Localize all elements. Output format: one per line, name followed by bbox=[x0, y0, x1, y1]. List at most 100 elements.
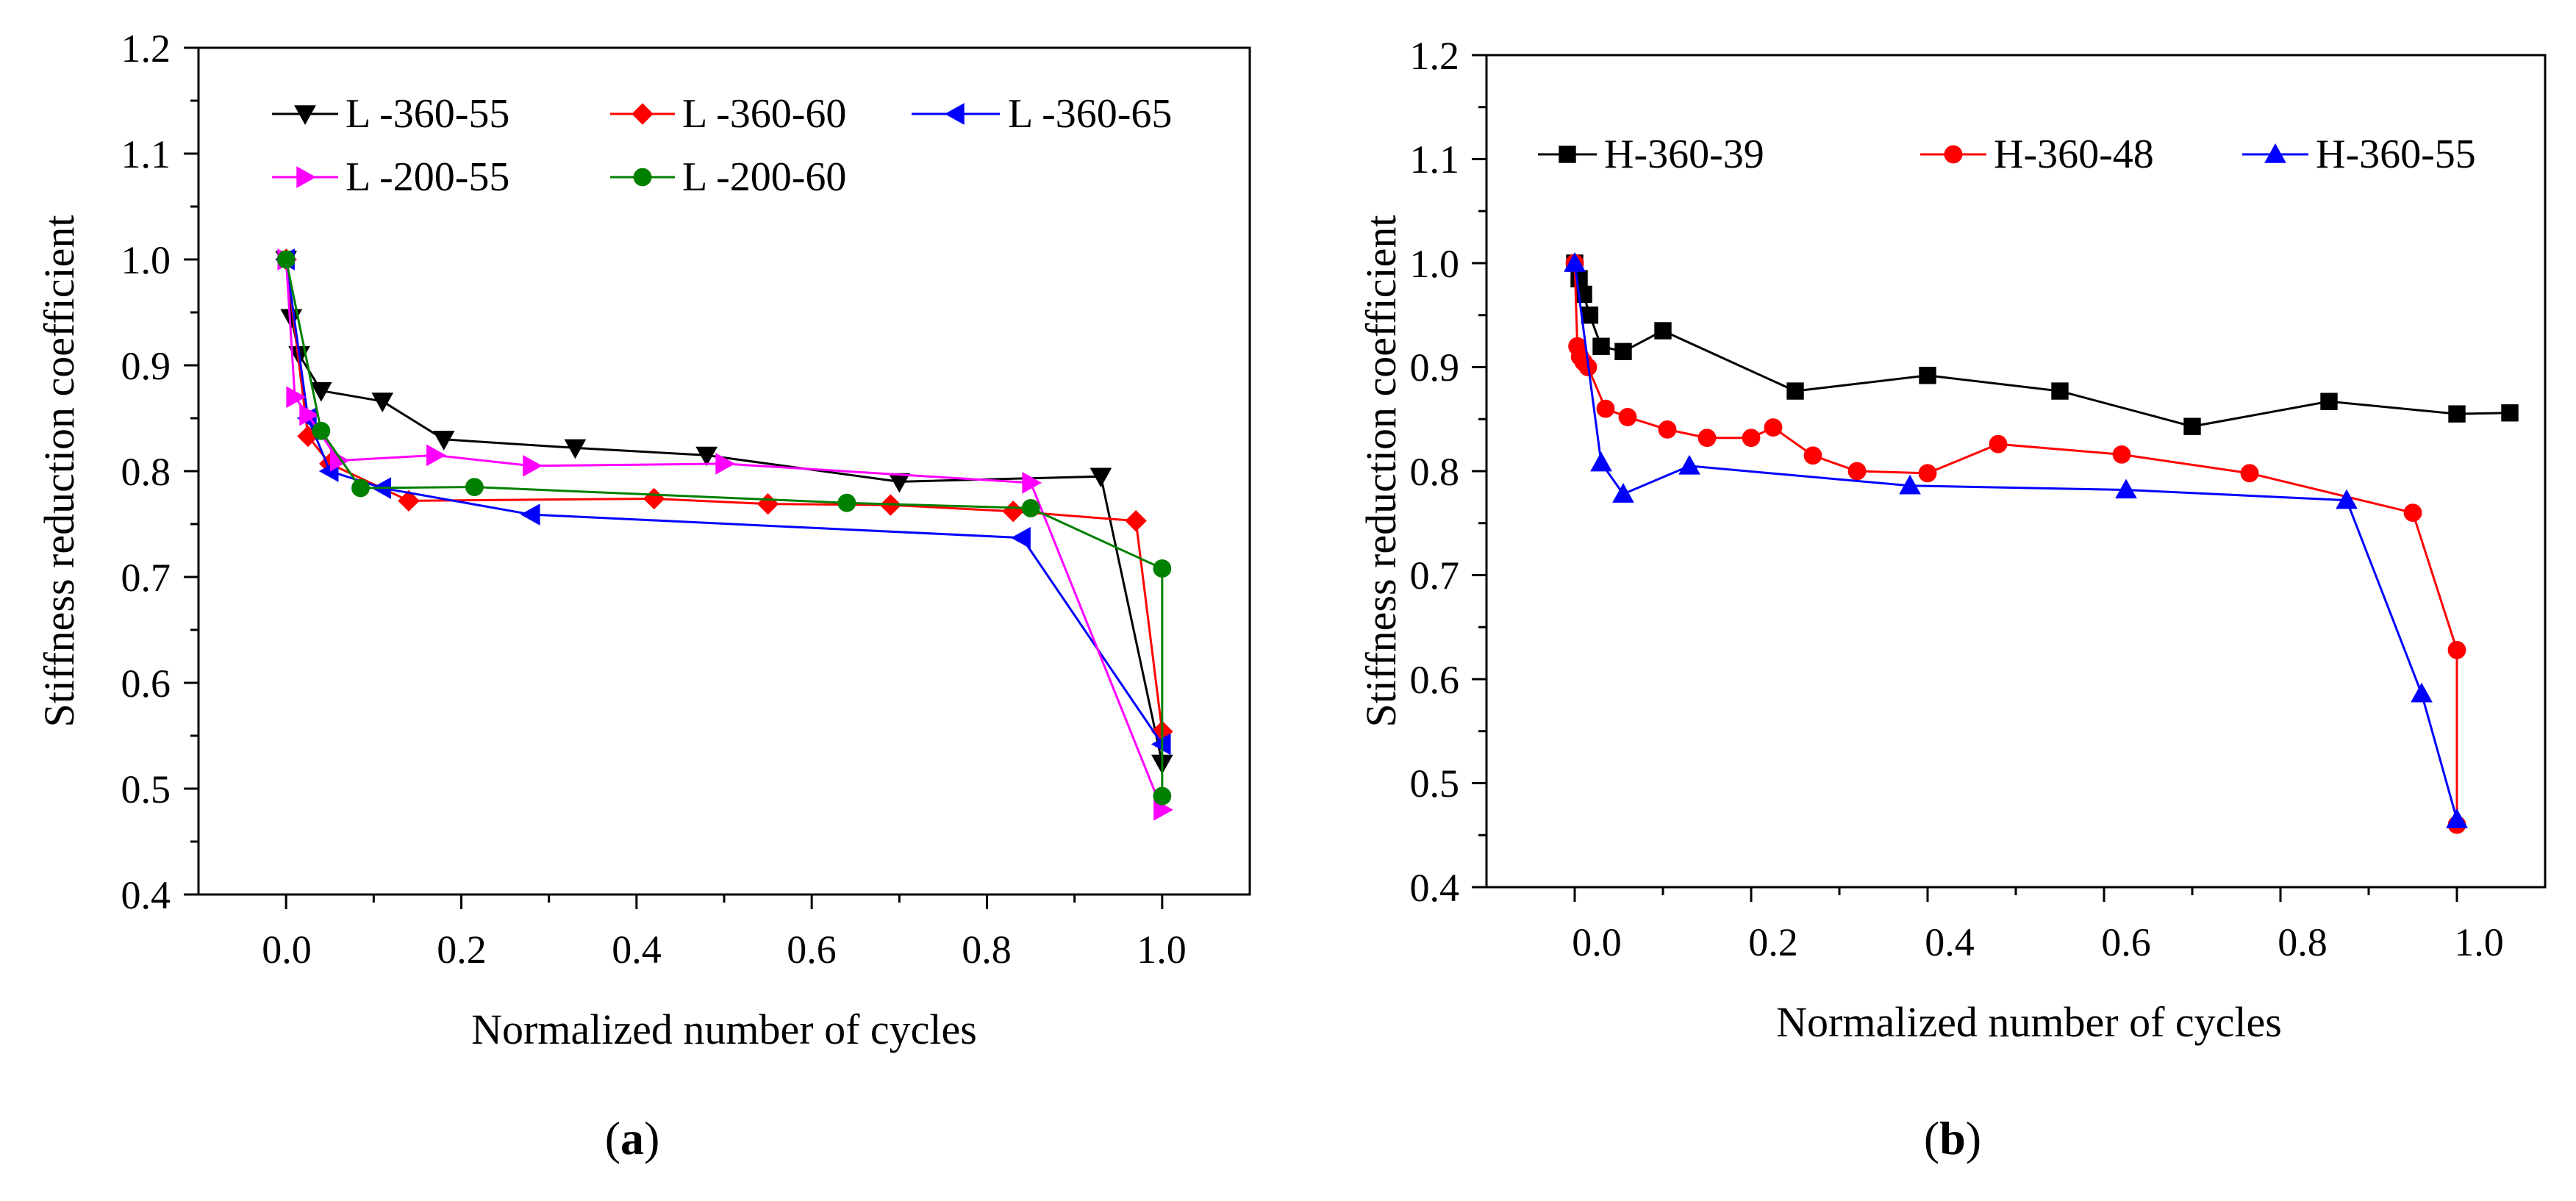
legend-label: L -360-65 bbox=[1008, 91, 1172, 137]
data-point bbox=[1021, 499, 1040, 517]
x-tick-label: 0.4 bbox=[1925, 920, 1975, 964]
series-L-360-60 bbox=[275, 248, 1173, 742]
legend-item-L-360-60 bbox=[610, 103, 675, 125]
data-point bbox=[2448, 405, 2466, 423]
y-tick-labels-a: 0.4 0.5 0.6 0.7 0.8 0.9 1.0 1.1 1.2 bbox=[121, 26, 171, 917]
data-point bbox=[756, 492, 779, 515]
series-a bbox=[275, 248, 1173, 821]
ticks-b bbox=[1472, 54, 2458, 902]
ticks-a bbox=[184, 46, 1164, 909]
data-point bbox=[1742, 429, 1761, 448]
legend-item-L-360-55 bbox=[272, 105, 338, 126]
data-point bbox=[643, 487, 665, 510]
data-point bbox=[2115, 478, 2137, 499]
x-tick-label: 0.0 bbox=[1572, 920, 1622, 964]
x-axis-title-a: Normalized number of cycles bbox=[471, 1005, 977, 1053]
data-point bbox=[1899, 474, 1921, 495]
series-line bbox=[1573, 262, 2458, 825]
y-tick-label: 1.1 bbox=[1410, 137, 1460, 182]
data-point bbox=[2501, 404, 2519, 422]
data-point bbox=[1614, 343, 1632, 360]
legend-label: H-360-48 bbox=[1994, 132, 2154, 177]
legend-label: L -200-55 bbox=[346, 154, 509, 200]
data-point bbox=[1153, 559, 1172, 578]
series-line bbox=[285, 259, 1164, 797]
panel-a: 0.4 0.5 0.6 0.7 0.8 0.9 1.0 1.1 1.2 0.0 … bbox=[35, 26, 1251, 1164]
data-point bbox=[1918, 464, 1937, 483]
y-axis-title-b: Stiffness reduction coefficient bbox=[1357, 215, 1405, 728]
y-tick-label: 0.7 bbox=[121, 556, 171, 600]
data-point bbox=[296, 166, 317, 188]
legend-b: H-360-39 H-360-48 H-360-55 bbox=[1538, 132, 2476, 177]
plot-frame-b bbox=[1485, 54, 2547, 889]
data-point bbox=[523, 454, 543, 477]
x-tick-label: 0.8 bbox=[962, 928, 1012, 972]
y-tick-label: 0.9 bbox=[1410, 345, 1460, 390]
data-point bbox=[286, 386, 307, 409]
x-tick-label: 0.2 bbox=[1748, 920, 1798, 964]
legend-label: H-360-39 bbox=[1604, 132, 1764, 177]
y-tick-label: 0.9 bbox=[121, 344, 171, 388]
data-point bbox=[1989, 434, 2008, 453]
panel-caption-a: (a) bbox=[605, 1112, 660, 1164]
legend-item-H-360-55 bbox=[2242, 143, 2308, 163]
data-point bbox=[426, 444, 446, 467]
data-point bbox=[1847, 462, 1867, 481]
data-point bbox=[371, 392, 394, 412]
x-tick-label: 0.6 bbox=[2101, 920, 2151, 964]
data-point bbox=[2446, 808, 2468, 828]
data-point bbox=[2240, 464, 2259, 483]
y-tick-label: 0.6 bbox=[1410, 658, 1460, 702]
data-point bbox=[1764, 418, 1783, 437]
data-point bbox=[312, 421, 331, 440]
data-point bbox=[1125, 509, 1147, 532]
y-tick-label: 0.5 bbox=[121, 767, 171, 811]
y-tick-label: 1.1 bbox=[121, 132, 171, 176]
data-point bbox=[1803, 446, 1822, 465]
data-point bbox=[1697, 429, 1717, 448]
series-line bbox=[285, 259, 1164, 811]
y-tick-label: 0.4 bbox=[121, 873, 171, 917]
legend-item-H-360-48 bbox=[1920, 145, 1986, 164]
x-tick-label: 0.4 bbox=[612, 928, 662, 972]
y-tick-label: 1.2 bbox=[121, 26, 171, 71]
y-axis-title-a: Stiffness reduction coefficient bbox=[35, 215, 83, 728]
series-H-360-48 bbox=[1565, 254, 2466, 834]
y-tick-label: 0.6 bbox=[121, 662, 171, 706]
data-point bbox=[465, 478, 484, 496]
data-point bbox=[1618, 408, 1637, 426]
data-point bbox=[2264, 143, 2286, 163]
series-line bbox=[1573, 262, 2458, 820]
legend-label: L -360-60 bbox=[682, 91, 846, 137]
x-tick-labels-a: 0.0 0.2 0.4 0.6 0.8 1.0 bbox=[262, 928, 1187, 972]
data-point bbox=[1590, 451, 1612, 472]
x-tick-label: 0.2 bbox=[437, 928, 487, 972]
legend-label: L -360-55 bbox=[346, 91, 509, 137]
y-tick-label: 0.8 bbox=[1410, 450, 1460, 494]
data-point bbox=[1919, 367, 1936, 384]
y-tick-label: 0.8 bbox=[121, 450, 171, 494]
data-point bbox=[520, 503, 540, 526]
data-point bbox=[632, 103, 654, 125]
legend-label: L -200-60 bbox=[682, 154, 846, 200]
data-point bbox=[294, 105, 316, 126]
y-tick-label: 0.5 bbox=[1410, 761, 1460, 806]
data-point bbox=[1090, 467, 1112, 488]
data-point bbox=[1678, 454, 1700, 475]
panel-b: 0.4 0.5 0.6 0.7 0.8 0.9 1.0 1.1 1.2 0.0 … bbox=[1357, 34, 2547, 1164]
data-point bbox=[1022, 471, 1042, 494]
data-point bbox=[695, 446, 718, 467]
x-axis-title-b: Normalized number of cycles bbox=[1776, 998, 2282, 1046]
data-point bbox=[1592, 337, 1610, 355]
data-point bbox=[1786, 382, 1804, 400]
data-point bbox=[2183, 417, 2201, 435]
legend-item-L-360-65 bbox=[912, 103, 1000, 125]
data-point bbox=[1011, 526, 1031, 549]
data-point bbox=[432, 431, 455, 451]
data-point bbox=[2336, 489, 2358, 509]
x-tick-label: 1.0 bbox=[1137, 928, 1187, 972]
data-point bbox=[1596, 399, 1615, 418]
data-point bbox=[2403, 503, 2422, 522]
data-point bbox=[1658, 420, 1677, 439]
data-point bbox=[633, 168, 652, 187]
